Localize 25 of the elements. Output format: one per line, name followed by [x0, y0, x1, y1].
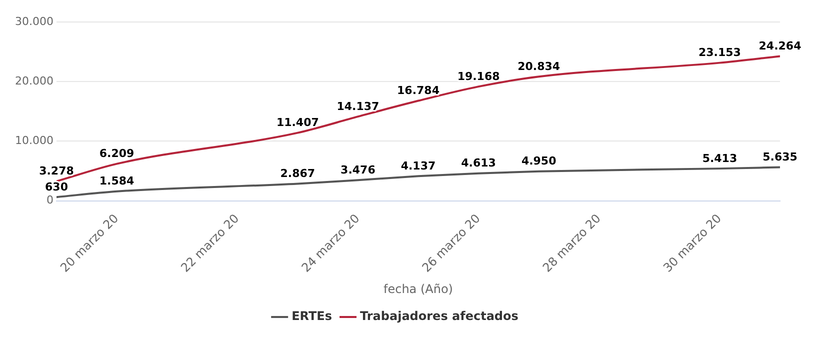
data-label: 23.153	[698, 46, 741, 60]
x-axis-title: fecha (Año)	[383, 282, 453, 296]
data-label: 20.834	[518, 60, 560, 73]
legend-label: ERTEs	[292, 309, 332, 324]
data-label: 3.476	[340, 163, 376, 176]
y-tick-label: 30.000	[14, 14, 54, 28]
data-label: 11.407	[276, 116, 319, 130]
y-tick-label: 20.000	[14, 74, 54, 88]
y-tick-label: 0	[46, 194, 54, 207]
data-label: 14.137	[336, 100, 380, 113]
data-label: 4.950	[521, 154, 557, 168]
data-label: 24.264	[758, 40, 802, 53]
legend-label: Trabajadores afectados	[360, 309, 518, 324]
data-label: 5.413	[702, 152, 738, 165]
data-label: 2.867	[280, 167, 316, 180]
data-label: 630	[45, 180, 68, 194]
data-label: 5.635	[762, 150, 798, 164]
y-tick-label: 10.000	[14, 134, 54, 148]
data-label: 16.784	[397, 84, 440, 98]
data-label: 1.584	[99, 174, 135, 188]
data-label: 6.209	[99, 147, 134, 160]
data-label: 4.613	[461, 156, 496, 170]
data-label: 19.168	[457, 70, 500, 83]
data-label: 3.278	[39, 164, 74, 178]
data-label: 4.137	[400, 160, 436, 173]
